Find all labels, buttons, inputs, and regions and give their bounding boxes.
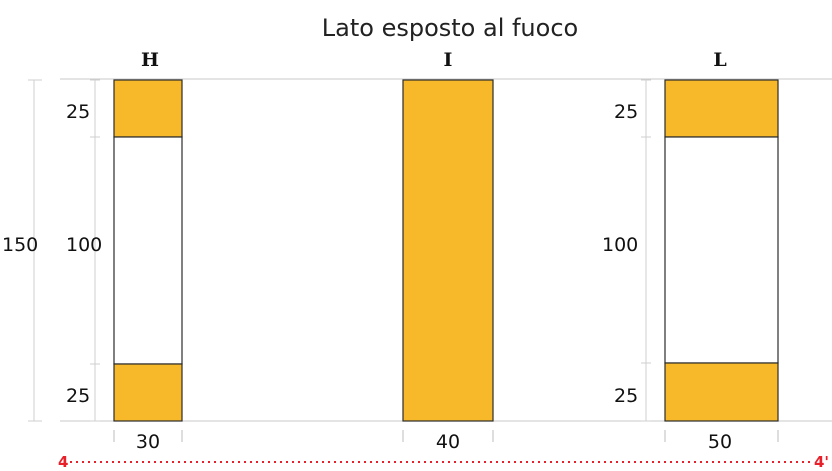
section-h-mid-label: 100 xyxy=(66,234,102,256)
section-label-h: H xyxy=(141,49,159,71)
section-h-top-layer xyxy=(113,79,183,138)
total-height-label: 150 xyxy=(2,234,38,256)
section-h-width-label: 30 xyxy=(136,431,160,453)
section-i xyxy=(402,79,494,442)
section-l xyxy=(641,79,779,442)
section-h-bottom-layer xyxy=(113,363,183,422)
section-l-top-layer xyxy=(664,79,779,138)
section-i-width-label: 40 xyxy=(436,431,460,453)
section-l-bottom-layer xyxy=(664,362,779,422)
section-label-i: I xyxy=(444,49,453,71)
section-label-l: L xyxy=(713,49,726,71)
section-h xyxy=(90,79,183,442)
section-cut-start-label: 4 xyxy=(58,453,68,471)
total-height-dimension xyxy=(28,79,42,422)
section-i-layer xyxy=(402,79,494,422)
section-h-middle-layer xyxy=(113,136,183,365)
section-l-mid-label: 100 xyxy=(602,234,638,256)
section-cut-end-label: 4' xyxy=(814,453,829,471)
section-l-bottom-label: 25 xyxy=(614,385,638,407)
section-l-top-label: 25 xyxy=(614,101,638,123)
section-l-middle-layer xyxy=(664,136,779,364)
section-h-bottom-label: 25 xyxy=(66,385,90,407)
section-l-width-label: 50 xyxy=(708,431,732,453)
section-h-top-label: 25 xyxy=(66,101,90,123)
diagram-caption: Lato esposto al fuoco xyxy=(322,14,578,42)
